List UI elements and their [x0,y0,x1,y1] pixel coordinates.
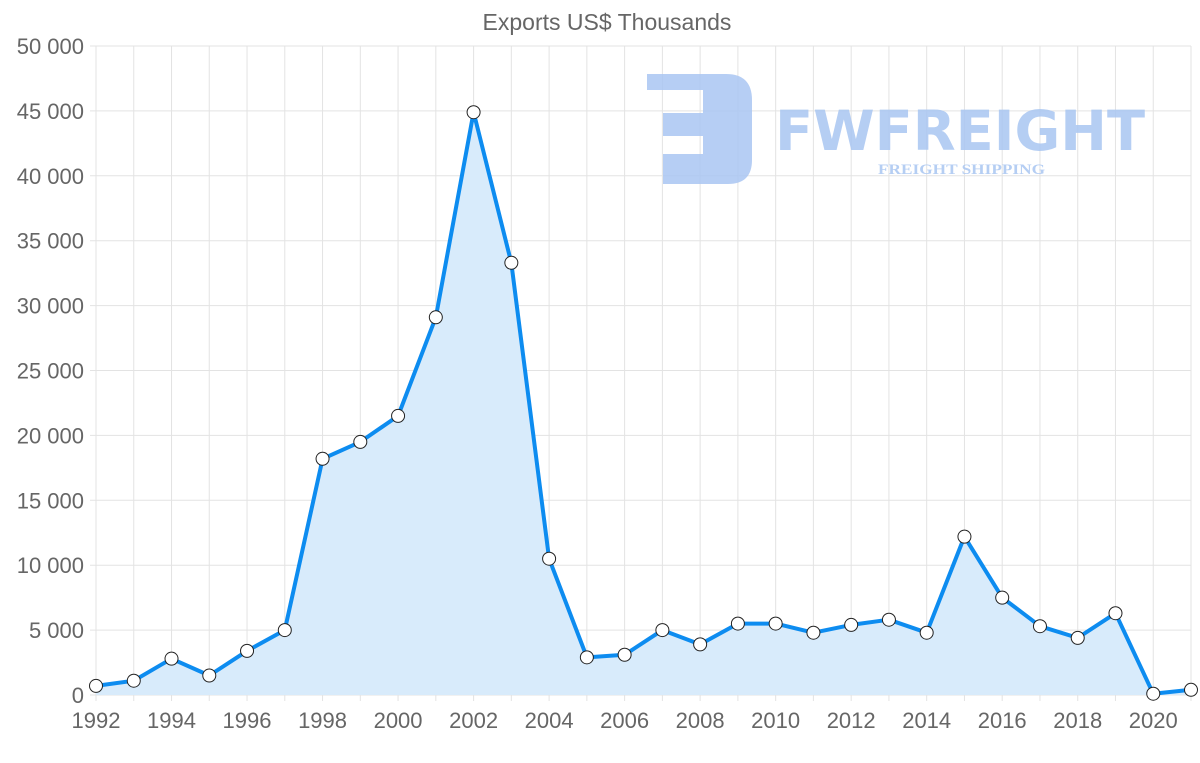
y-tick-label: 20 000 [17,423,84,448]
data-point [240,643,255,658]
y-tick-label: 35 000 [17,229,84,254]
data-point [617,647,632,662]
data-point [164,651,179,666]
watermark-tagline: FREIGHT SHIPPING [878,162,1045,178]
data-point [768,616,783,631]
data-point [1108,606,1123,621]
y-axis-ticks: 0 5 000 10 000 15 000 20 000 25 000 30 000 35 0… [17,34,84,708]
data-point [919,625,934,640]
data-point [1070,630,1085,645]
y-tick-label: 45 000 [17,99,84,124]
data-point [428,310,443,325]
x-tick-label: 2018 [1053,708,1102,733]
data-point [1032,619,1047,634]
y-tick-label: 5 000 [29,618,84,643]
data-point [89,678,103,693]
data-point [353,434,368,449]
x-tick-label: 1996 [223,708,272,733]
y-tick-label: 25 000 [17,359,84,384]
data-point [504,255,519,270]
x-tick-label: 2004 [525,708,574,733]
x-tick-label: 2016 [978,708,1027,733]
x-tick-label: 2020 [1129,708,1178,733]
x-tick-label: 2014 [902,708,951,733]
x-tick-label: 1998 [298,708,347,733]
data-point [995,590,1010,605]
data-point [881,612,896,627]
series-area-fill [96,112,1191,695]
data-point [844,617,859,632]
y-tick-label: 30 000 [17,294,84,319]
x-tick-label: 2000 [374,708,423,733]
y-tick-label: 15 000 [17,488,84,513]
x-tick-label: 2012 [827,708,876,733]
x-tick-label: 2006 [600,708,649,733]
data-point [1184,682,1198,697]
x-tick-label: 2010 [751,708,800,733]
x-tick-label: 2002 [449,708,498,733]
data-point [277,623,292,638]
data-point [202,668,217,683]
logo-mark-icon [647,74,752,184]
fwfreight-watermark-logo: FWFREIGHT FREIGHT SHIPPING [647,74,1145,184]
data-point [315,451,330,466]
y-tick-label: 40 000 [17,164,84,189]
x-tick-label: 1994 [147,708,196,733]
series [89,105,1198,701]
data-point [466,105,481,120]
data-point [730,616,745,631]
data-point [957,529,972,544]
x-tick-label: 2008 [676,708,725,733]
data-point [693,637,708,652]
series-line [95,110,1192,696]
data-point [391,408,406,423]
data-point [126,673,141,688]
x-axis-ticks: 1992 1994 1996 1998 2000 2002 2004 2006 2008 2010… [72,708,1178,733]
data-point [655,623,670,638]
x-tick-label: 1992 [72,708,121,733]
chart-title: Exports US$ Thousands [483,9,732,35]
watermark-brand: FWFREIGHT [775,99,1145,163]
y-tick-label: 0 [72,683,84,708]
y-tick-label: 50 000 [17,34,84,59]
data-point [806,625,821,640]
data-point [579,650,594,665]
data-point [542,551,557,566]
y-tick-label: 10 000 [17,553,84,578]
data-point [1146,686,1161,701]
